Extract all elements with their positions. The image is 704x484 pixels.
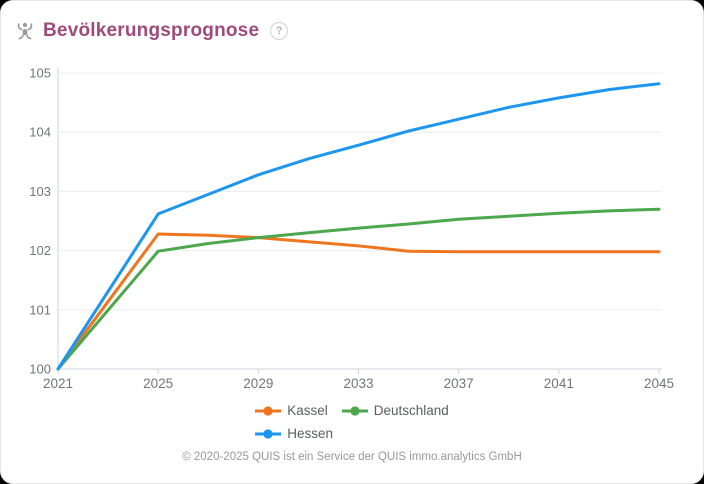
series-line-hessen [56,82,661,371]
x-tick-label-2041: 2041 [544,376,574,391]
y-tick-label-100: 100 [29,362,51,377]
legend-marker-hessen [255,428,282,439]
y-tick-label-103: 103 [29,184,51,199]
legend-item-deutschland[interactable]: Deutschland [341,403,449,418]
chart-legend: Kassel Deutschland Hessen [1,399,703,445]
legend-row-2: Hessen [255,422,333,445]
legend-label-hessen: Hessen [287,426,333,441]
legend-label-deutschland: Deutschland [373,403,449,418]
legend-marker-kassel [255,405,282,416]
series-line-deutschland [56,207,661,371]
legend-item-hessen[interactable]: Hessen [255,426,333,441]
x-tick-label-2033: 2033 [343,376,373,391]
legend-label-kassel: Kassel [287,403,328,418]
x-tick-label-2037: 2037 [444,376,474,391]
card-header: Bevölkerungsprognose ? [15,20,289,42]
x-tick-label-2045: 2045 [644,376,674,391]
legend-marker-deutschland [341,405,368,416]
copyright-footer: © 2020-2025 QUIS ist ein Service der QUI… [182,451,522,463]
y-tick-label-104: 104 [29,125,51,140]
legend-row-1: Kassel Deutschland [255,399,449,422]
y-tick-label-101: 101 [29,302,51,317]
x-tick-label-2025: 2025 [143,376,173,391]
y-tick-label-105: 105 [29,66,51,81]
x-tick-label-2021: 2021 [43,376,73,391]
page-title: Bevölkerungsprognose [43,20,260,41]
help-icon[interactable]: ? [270,22,289,40]
series-line-kassel [56,232,661,371]
y-tick-label-102: 102 [29,243,51,258]
line-chart[interactable]: 2021 2025 2029 2033 2037 2041 2045 100 101 102 103… [1,1,704,395]
person-icon [17,22,33,39]
legend-item-kassel[interactable]: Kassel [255,403,328,418]
x-tick-label-2029: 2029 [243,376,273,391]
